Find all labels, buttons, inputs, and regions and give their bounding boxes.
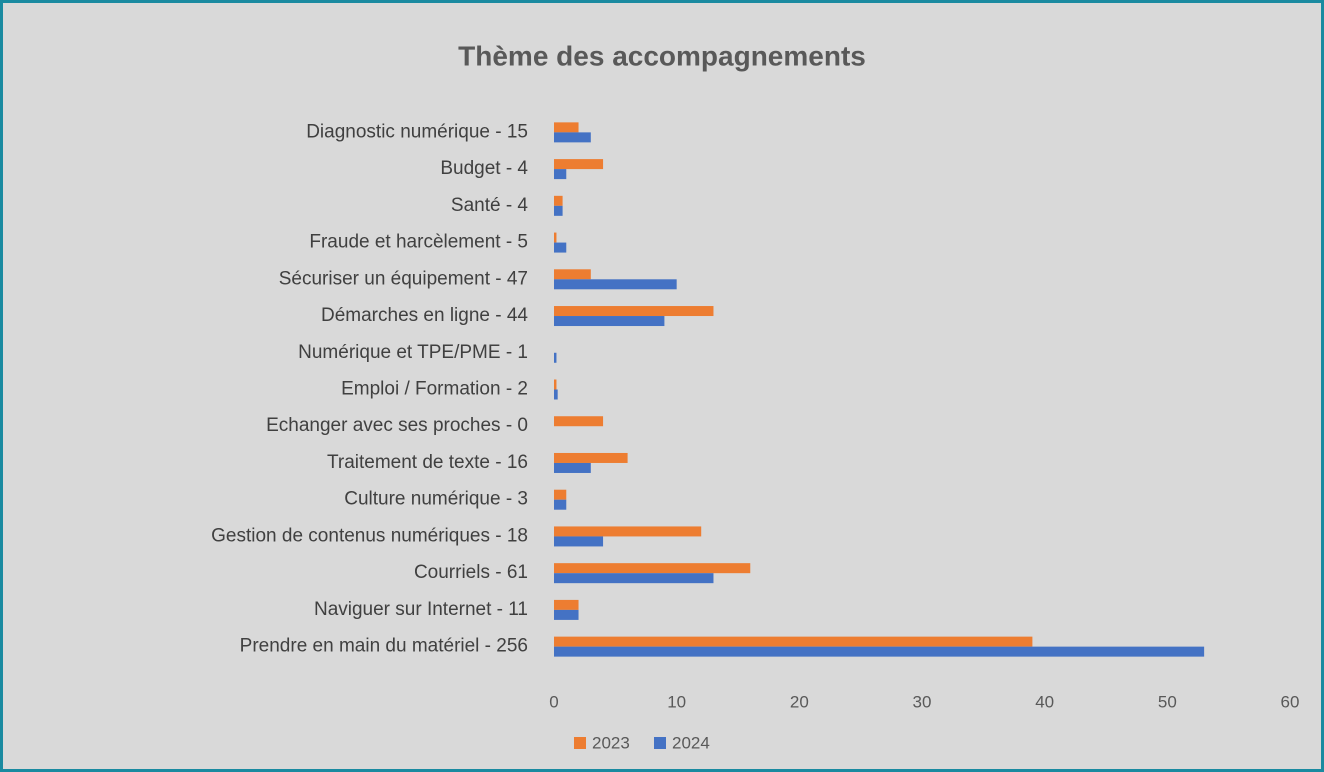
bar bbox=[554, 279, 677, 290]
y-tick-label: Culture numérique - 3 bbox=[344, 489, 528, 510]
y-tick-label: Echanger avec ses proches - 0 bbox=[266, 415, 528, 436]
y-tick-label: Diagnostic numérique - 15 bbox=[306, 121, 528, 142]
legend-swatch bbox=[574, 737, 586, 749]
x-tick-label: 10 bbox=[667, 692, 686, 711]
y-tick-label: Naviguer sur Internet - 11 bbox=[314, 599, 528, 620]
bar bbox=[554, 269, 591, 280]
bar bbox=[554, 573, 714, 584]
y-tick-label: Prendre en main du matériel - 256 bbox=[240, 636, 528, 657]
x-tick-label: 40 bbox=[1035, 692, 1054, 711]
y-tick-label: Gestion de contenus numériques - 18 bbox=[211, 525, 528, 546]
y-tick-label: Numérique et TPE/PME - 1 bbox=[298, 342, 528, 363]
bar bbox=[554, 379, 557, 390]
bar bbox=[554, 452, 628, 463]
x-tick-label: 30 bbox=[913, 692, 932, 711]
chart-title: Thème des accompagnements bbox=[458, 40, 866, 71]
bar bbox=[554, 205, 563, 216]
bar bbox=[554, 462, 591, 473]
bar bbox=[554, 352, 557, 363]
bar bbox=[554, 416, 604, 427]
bar bbox=[554, 536, 604, 547]
bar bbox=[554, 316, 665, 327]
bar bbox=[554, 389, 558, 400]
bar bbox=[554, 306, 714, 317]
bar bbox=[554, 132, 591, 143]
x-tick-label: 60 bbox=[1281, 692, 1300, 711]
y-tick-label: Fraude et harcèlement - 5 bbox=[309, 232, 528, 253]
y-tick-label: Emploi / Formation - 2 bbox=[341, 379, 528, 400]
bar bbox=[554, 563, 751, 574]
bar bbox=[554, 159, 604, 170]
y-tick-label: Santé - 4 bbox=[451, 195, 529, 216]
y-tick-label: Courriels - 61 bbox=[414, 562, 528, 583]
bar bbox=[554, 195, 563, 206]
bar bbox=[554, 489, 567, 500]
y-tick-label: Budget - 4 bbox=[440, 158, 528, 179]
bar bbox=[554, 242, 567, 253]
y-tick-label: Traitement de texte - 16 bbox=[327, 452, 528, 473]
bar bbox=[554, 646, 1205, 657]
bar bbox=[554, 122, 579, 133]
legend-label: 2023 bbox=[592, 733, 630, 752]
y-tick-label: Démarches en ligne - 44 bbox=[321, 305, 528, 326]
legend-label: 2024 bbox=[672, 733, 710, 752]
bar bbox=[554, 526, 702, 537]
bar bbox=[554, 499, 567, 510]
x-tick-label: 50 bbox=[1158, 692, 1177, 711]
bar bbox=[554, 232, 557, 243]
bar bbox=[554, 599, 579, 610]
bar bbox=[554, 609, 579, 620]
y-tick-label: Sécuriser un équipement - 47 bbox=[279, 268, 528, 289]
legend-swatch bbox=[654, 737, 666, 749]
x-tick-label: 20 bbox=[790, 692, 809, 711]
bar bbox=[554, 169, 567, 180]
x-tick-label: 0 bbox=[549, 692, 558, 711]
bar bbox=[554, 636, 1033, 647]
